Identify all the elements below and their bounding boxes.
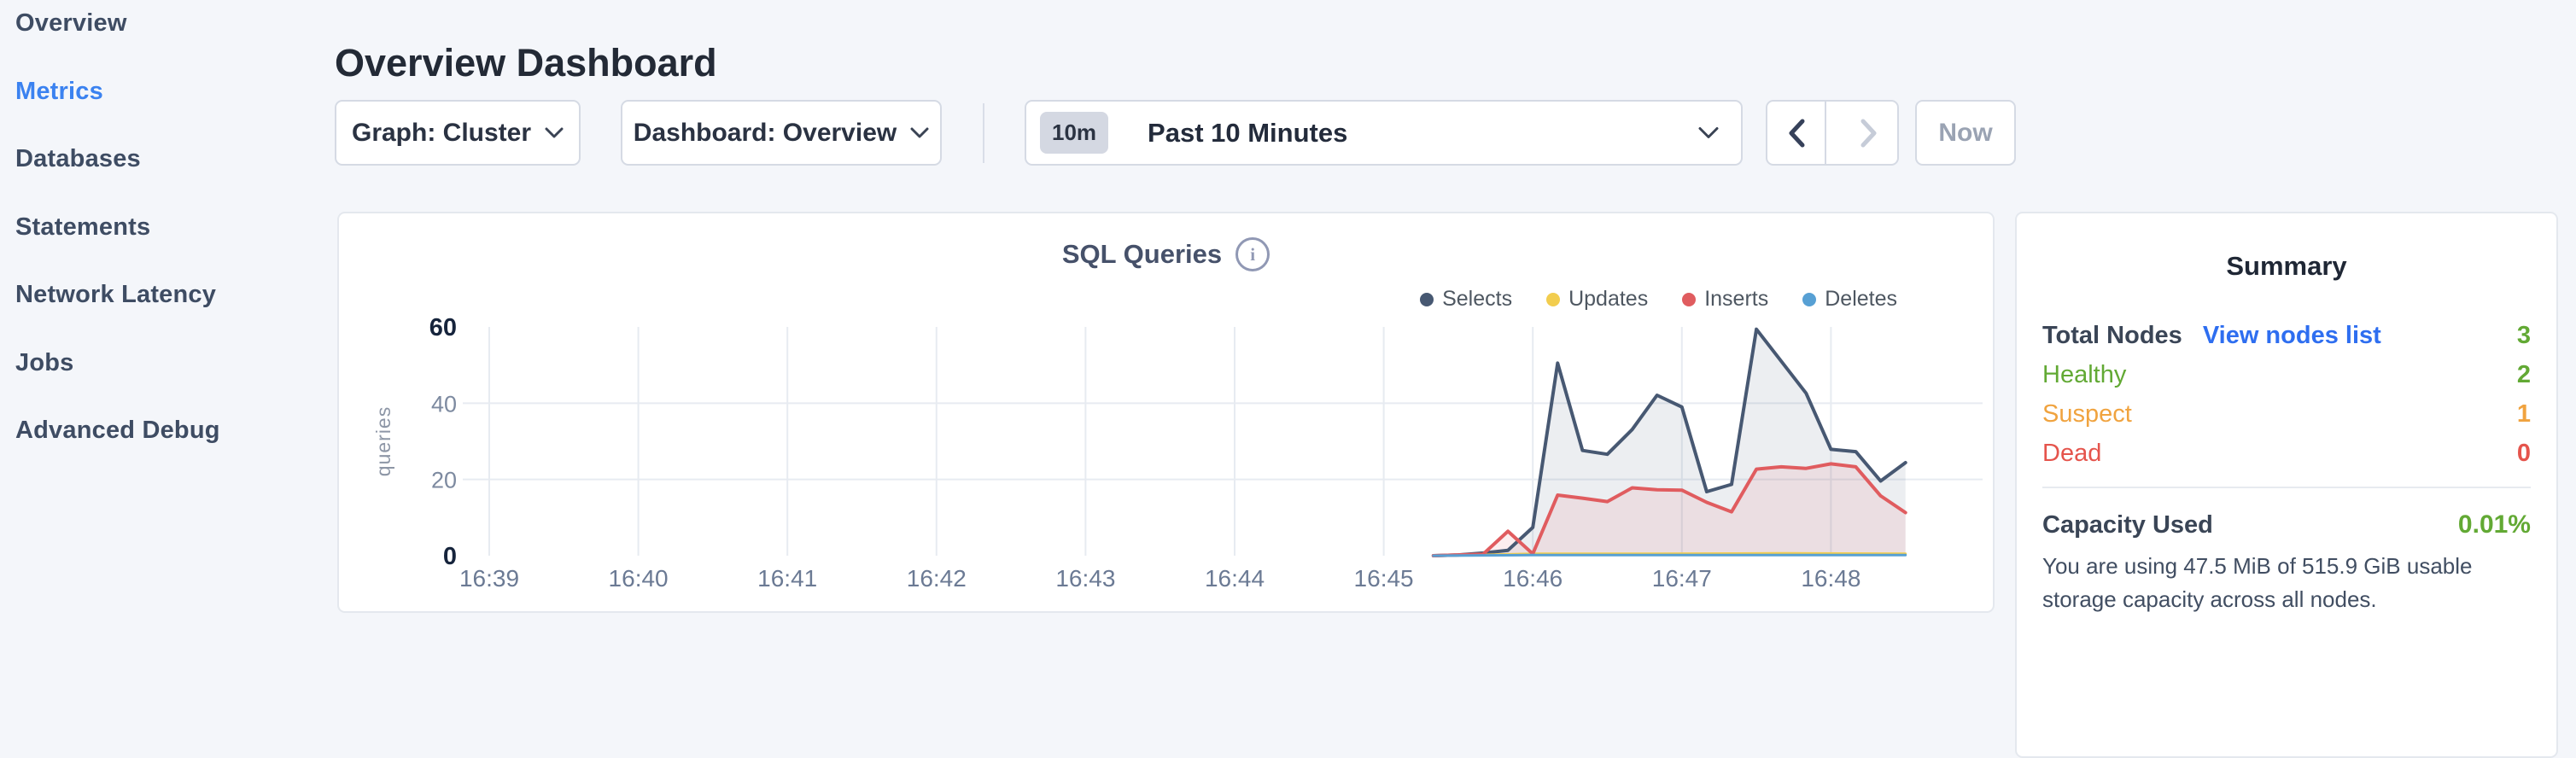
legend-dot xyxy=(1420,292,1434,306)
total-nodes-label: Total Nodes xyxy=(2042,321,2182,349)
svg-text:40: 40 xyxy=(431,391,457,417)
chevron-right-icon xyxy=(1858,118,1880,149)
total-nodes-row: Total Nodes View nodes list 3 xyxy=(2042,316,2531,355)
summary-row-label: Dead xyxy=(2042,439,2102,467)
svg-text:16:42: 16:42 xyxy=(907,565,967,592)
time-range-label: Past 10 Minutes xyxy=(1148,117,1348,148)
legend-dot xyxy=(1682,292,1697,306)
summary-row-dead: Dead 0 xyxy=(2042,434,2531,473)
summary-row-label: Healthy xyxy=(2042,360,2127,388)
legend-label: Deletes xyxy=(1825,287,1897,311)
controls-divider xyxy=(983,103,984,163)
sidebar-item-network-latency[interactable]: Network Latency xyxy=(15,281,217,309)
summary-heading: Summary xyxy=(2226,251,2347,281)
legend-label: Selects xyxy=(1442,287,1513,311)
chart-legend: Selects Updates Inserts Deletes xyxy=(1420,287,1897,312)
sidebar: Overview Metrics Databases Statements Networ… xyxy=(0,0,337,623)
svg-text:16:43: 16:43 xyxy=(1055,565,1115,592)
sql-queries-chart-card: SQL Queries i Selects Updates Inserts Delet… xyxy=(337,212,1995,613)
capacity-used-label: Capacity Used xyxy=(2042,510,2213,539)
summary-panel: Summary Total Nodes View nodes list 3 He… xyxy=(2015,212,2558,758)
svg-text:16:44: 16:44 xyxy=(1205,565,1265,592)
svg-text:0: 0 xyxy=(443,543,457,570)
summary-divider xyxy=(2042,487,2531,488)
svg-text:16:40: 16:40 xyxy=(609,565,669,592)
node-status-rows: Healthy 2 Suspect 1 Dead 0 xyxy=(2042,355,2531,473)
sidebar-item-statements[interactable]: Statements xyxy=(15,213,151,241)
graph-dropdown-label: Graph: Cluster xyxy=(351,118,532,147)
sidebar-item-overview[interactable]: Overview xyxy=(15,9,127,38)
next-time-button[interactable] xyxy=(1840,102,1897,164)
legend-item-updates[interactable]: Updates xyxy=(1546,287,1648,312)
summary-row-label: Suspect xyxy=(2042,399,2132,428)
page-title: Overview Dashboard xyxy=(335,41,717,85)
svg-text:16:45: 16:45 xyxy=(1354,565,1414,592)
svg-text:20: 20 xyxy=(431,468,457,493)
summary-row-value: 0 xyxy=(2516,439,2531,467)
prev-time-button[interactable] xyxy=(1767,102,1826,164)
time-step-buttons xyxy=(1766,100,1899,166)
legend-label: Updates xyxy=(1568,287,1649,311)
legend-item-deletes[interactable]: Deletes xyxy=(1802,287,1897,312)
graph-dropdown[interactable]: Graph: Cluster xyxy=(335,100,581,166)
time-range-badge: 10m xyxy=(1040,112,1109,154)
svg-text:16:39: 16:39 xyxy=(459,565,519,592)
svg-text:16:47: 16:47 xyxy=(1652,565,1712,592)
capacity-used-value: 0.01% xyxy=(2457,510,2531,539)
now-button[interactable]: Now xyxy=(1915,100,2016,166)
capacity-row: Capacity Used 0.01% xyxy=(2042,510,2531,539)
sidebar-nav-list: Overview Metrics Databases Statements Networ… xyxy=(0,0,337,465)
chevron-down-icon xyxy=(1698,126,1719,139)
view-nodes-list-link[interactable]: View nodes list xyxy=(2202,321,2381,349)
svg-text:16:48: 16:48 xyxy=(1801,565,1860,592)
svg-text:16:46: 16:46 xyxy=(1503,565,1563,592)
chevron-down-icon xyxy=(910,127,929,139)
svg-text:60: 60 xyxy=(429,314,457,341)
info-icon[interactable]: i xyxy=(1235,237,1270,271)
chevron-left-icon xyxy=(1785,118,1808,149)
legend-label: Inserts xyxy=(1704,287,1769,311)
summary-row-suspect: Suspect 1 xyxy=(2042,394,2531,434)
legend-dot xyxy=(1802,292,1817,306)
summary-row-value: 2 xyxy=(2516,360,2531,388)
sidebar-item-advanced-debug[interactable]: Advanced Debug xyxy=(15,417,220,445)
time-range-selector[interactable]: 10m Past 10 Minutes xyxy=(1025,100,1743,166)
dashboard-dropdown-label: Dashboard: Overview xyxy=(633,118,897,147)
total-nodes-value: 3 xyxy=(2516,321,2531,349)
chevron-down-icon xyxy=(545,127,564,139)
legend-item-inserts[interactable]: Inserts xyxy=(1682,287,1768,312)
capacity-description: You are using 47.5 MiB of 515.9 GiB usab… xyxy=(2042,553,2473,612)
summary-row-healthy: Healthy 2 xyxy=(2042,355,2531,394)
sidebar-item-databases[interactable]: Databases xyxy=(15,145,141,173)
summary-row-value: 1 xyxy=(2516,399,2531,428)
sql-queries-plot: 16:39 16:40 16:41 16:42 16:43 16:44 16:45 16:46… xyxy=(372,314,1983,592)
legend-dot xyxy=(1546,292,1561,306)
svg-text:queries: queries xyxy=(372,406,394,476)
svg-text:16:41: 16:41 xyxy=(757,565,817,592)
sidebar-item-metrics[interactable]: Metrics xyxy=(15,77,103,105)
sidebar-item-jobs[interactable]: Jobs xyxy=(15,348,74,376)
chart-title: SQL Queries xyxy=(1061,239,1223,269)
dashboard-dropdown[interactable]: Dashboard: Overview xyxy=(621,100,942,166)
now-button-label: Now xyxy=(1938,118,1993,147)
legend-item-selects[interactable]: Selects xyxy=(1420,287,1512,312)
